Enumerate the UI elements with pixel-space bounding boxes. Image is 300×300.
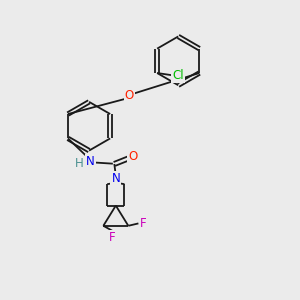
Text: N: N <box>86 155 95 168</box>
Text: Cl: Cl <box>172 70 184 83</box>
Text: O: O <box>128 150 137 163</box>
Text: N: N <box>111 172 120 185</box>
Text: O: O <box>124 89 134 102</box>
Text: F: F <box>140 217 146 230</box>
Text: F: F <box>109 231 115 244</box>
Text: H: H <box>75 158 84 170</box>
